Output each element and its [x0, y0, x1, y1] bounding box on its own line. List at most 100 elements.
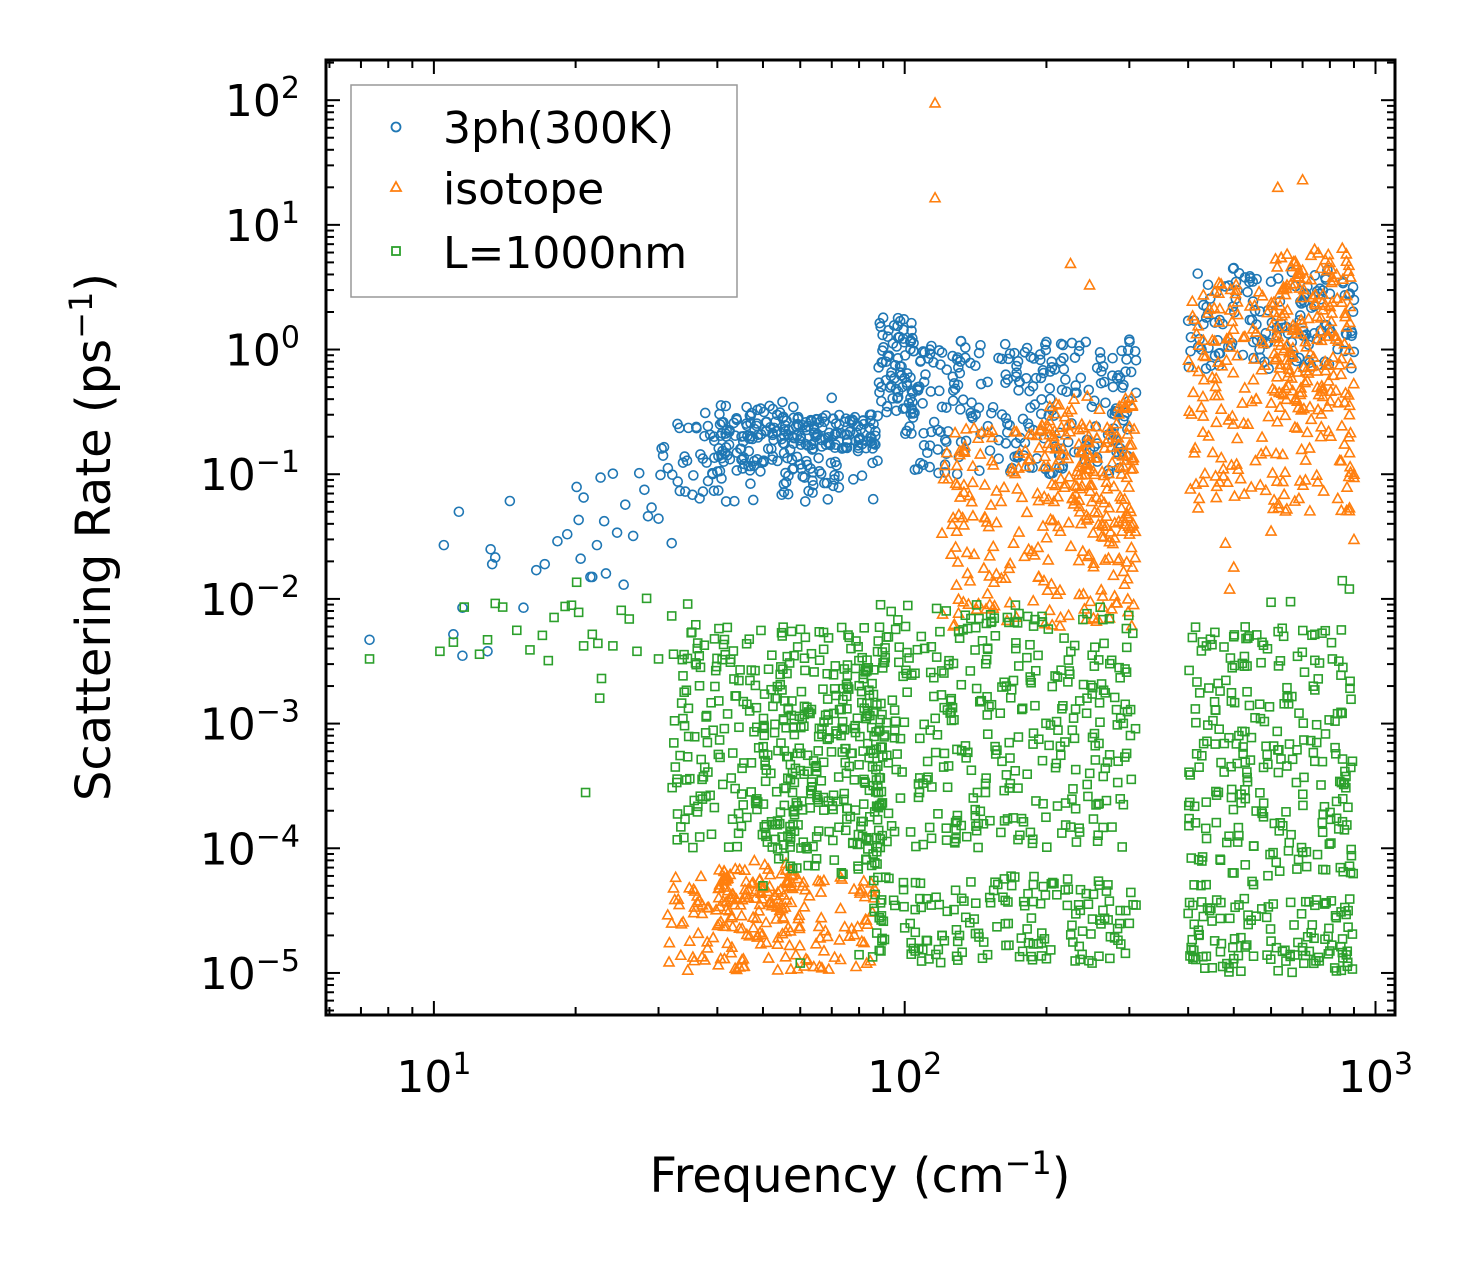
point-l-1000nm — [1268, 899, 1279, 909]
plot-area — [364, 96, 1361, 978]
point-isotope — [1269, 352, 1282, 365]
point-isotope — [1093, 402, 1106, 415]
point-l-1000nm — [1245, 755, 1256, 765]
point-l-1000nm — [897, 767, 907, 777]
point-3ph-300k- — [1058, 363, 1070, 375]
legend-label-l1000nm: L=1000nm — [443, 228, 687, 279]
point-isotope — [1299, 334, 1312, 347]
point-3ph-300k- — [1062, 436, 1074, 448]
point-l-1000nm — [1313, 674, 1324, 684]
point-l-1000nm — [1289, 920, 1299, 930]
point-l-1000nm — [823, 633, 834, 643]
point-l-1000nm — [929, 672, 939, 683]
point-isotope — [1092, 517, 1105, 530]
point-l-1000nm — [1271, 857, 1282, 868]
point-isotope — [1238, 381, 1252, 393]
point-isotope — [779, 950, 792, 962]
point-l-1000nm — [788, 819, 798, 830]
point-3ph-300k- — [777, 437, 789, 449]
point-l-1000nm — [1125, 704, 1136, 715]
point-isotope — [701, 941, 714, 953]
point-l-1000nm — [543, 655, 554, 666]
point-isotope — [982, 519, 996, 532]
point-l-1000nm — [1184, 813, 1194, 824]
point-l-1000nm — [1064, 669, 1075, 680]
point-l-1000nm — [924, 822, 935, 833]
point-l-1000nm — [682, 599, 693, 609]
point-isotope — [683, 934, 697, 947]
point-isotope — [1339, 247, 1353, 259]
point-3ph-300k- — [788, 412, 800, 424]
point-l-1000nm — [956, 893, 967, 904]
point-l-1000nm — [699, 640, 710, 651]
point-l-1000nm — [1201, 641, 1212, 651]
y-axis-label: Scattering Rate (ps−1) — [62, 273, 122, 801]
point-3ph-300k- — [688, 470, 699, 481]
point-3ph-300k- — [799, 496, 811, 507]
point-isotope — [1295, 290, 1308, 303]
point-isotope — [813, 959, 826, 972]
point-l-1000nm — [1037, 928, 1047, 938]
point-3ph-300k- — [915, 355, 926, 367]
point-l-1000nm — [857, 697, 867, 708]
point-l-1000nm — [1089, 642, 1100, 653]
point-isotope — [1026, 594, 1040, 606]
point-l-1000nm — [1336, 965, 1347, 976]
point-l-1000nm — [1226, 784, 1237, 795]
point-isotope — [1230, 457, 1243, 469]
point-isotope — [1280, 278, 1294, 290]
point-l-1000nm — [1120, 699, 1131, 710]
point-l-1000nm — [875, 599, 886, 610]
point-isotope — [1064, 539, 1078, 552]
point-l-1000nm — [782, 651, 793, 662]
point-3ph-300k- — [655, 469, 666, 481]
point-isotope — [1292, 491, 1306, 504]
point-3ph-300k- — [874, 387, 885, 398]
point-isotope — [1118, 399, 1132, 412]
point-3ph-300k- — [970, 360, 981, 372]
point-l-1000nm — [822, 668, 833, 679]
point-isotope — [1042, 492, 1055, 505]
point-3ph-300k- — [780, 467, 791, 479]
point-l-1000nm — [941, 606, 952, 616]
point-l-1000nm — [1071, 837, 1082, 847]
point-3ph-300k- — [970, 409, 981, 420]
point-isotope — [1107, 568, 1120, 581]
point-3ph-300k- — [1019, 347, 1031, 358]
point-isotope — [1276, 447, 1290, 460]
point-3ph-300k- — [820, 439, 832, 451]
point-l-1000nm — [913, 792, 924, 803]
point-isotope — [1019, 443, 1032, 456]
point-isotope — [1328, 329, 1342, 341]
point-l-1000nm — [1273, 745, 1283, 755]
point-3ph-300k- — [1009, 347, 1020, 359]
point-l-1000nm — [876, 698, 886, 709]
point-isotope — [661, 908, 675, 920]
point-l-1000nm — [1207, 639, 1217, 650]
point-3ph-300k- — [909, 464, 921, 475]
point-isotope — [1208, 334, 1222, 346]
point-l-1000nm — [745, 675, 755, 686]
point-isotope — [1331, 396, 1345, 408]
point-l-1000nm — [961, 831, 972, 842]
point-l-1000nm — [1103, 915, 1113, 925]
point-l-1000nm — [1238, 742, 1248, 752]
point-l-1000nm — [1184, 897, 1195, 908]
point-isotope — [728, 862, 742, 874]
point-isotope — [1209, 379, 1222, 392]
point-l-1000nm — [1277, 820, 1288, 831]
point-l-1000nm — [980, 778, 991, 789]
point-l-1000nm — [474, 649, 485, 660]
point-l-1000nm — [1004, 783, 1015, 793]
point-isotope — [945, 517, 959, 530]
point-l-1000nm — [1259, 716, 1270, 727]
point-3ph-300k- — [1107, 381, 1119, 393]
point-isotope — [725, 909, 738, 921]
point-isotope — [1270, 415, 1284, 427]
point-3ph-300k- — [877, 312, 889, 324]
point-3ph-300k- — [1040, 344, 1052, 356]
point-isotope — [1055, 420, 1068, 432]
point-3ph-300k- — [717, 445, 728, 457]
point-l-1000nm — [1262, 749, 1272, 760]
point-3ph-300k- — [813, 452, 824, 464]
